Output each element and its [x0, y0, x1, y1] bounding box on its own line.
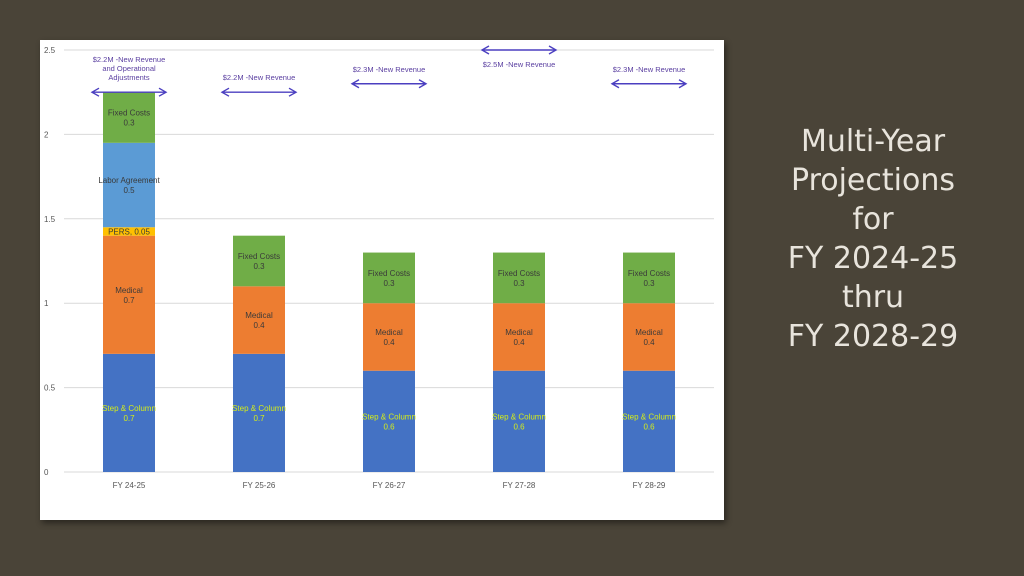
data-label: Labor Agreement 0.5	[98, 176, 160, 195]
arrow-head-left	[350, 79, 360, 89]
bar-segment	[363, 370, 415, 472]
x-tick-label: FY 27-28	[503, 481, 536, 490]
data-label: Fixed Costs 0.3	[108, 109, 150, 128]
arrow-head-right	[548, 45, 558, 55]
data-label: PERS, 0.05	[108, 227, 150, 236]
y-tick-label: 2.5	[44, 46, 56, 55]
data-label: Fixed Costs 0.3	[498, 269, 540, 288]
bar-segment	[103, 92, 155, 143]
bar-segment	[363, 303, 415, 371]
arrow-head-right	[418, 79, 428, 89]
revenue-annotation: $2.5M -New Revenue	[477, 45, 561, 69]
data-label: Medical 0.7	[115, 286, 143, 305]
annotations: $2.2M -New Revenue and Operational Adjustm…	[87, 45, 691, 97]
data-label: Medical 0.4	[635, 328, 663, 347]
annotation-label: $2.2M -New Revenue and Operational Adjustm…	[93, 55, 166, 82]
y-tick-label: 2	[44, 130, 49, 139]
annotation-label: $2.2M -New Revenue	[223, 73, 296, 82]
bar-segment	[233, 286, 285, 354]
x-tick-label: FY 25-26	[243, 481, 276, 490]
bar-segment	[493, 303, 545, 371]
bar-segment	[623, 252, 675, 304]
annotation-label: $2.5M -New Revenue	[483, 60, 556, 69]
title-line: FY 2028-29	[787, 319, 959, 354]
arrow-head-right	[678, 79, 688, 89]
slide-title: Multi-Year Projections for FY 2024-25 th…	[760, 122, 986, 356]
arrow-head-left	[220, 87, 230, 97]
bar-segment	[493, 252, 545, 304]
bar-segment	[103, 142, 155, 228]
x-tick-label: FY 24-25	[113, 481, 146, 490]
data-label: Step & Column 0.6	[492, 412, 546, 431]
data-label: Step & Column 0.6	[622, 412, 676, 431]
title-line: FY 2024-25	[787, 241, 959, 276]
bar-segment	[233, 353, 285, 472]
x-tick-label: FY 26-27	[373, 481, 406, 490]
stacked-bar-chart: Step & Column 0.7 Step & Column 0.7 Step & C…	[44, 45, 714, 490]
arrow-head-right	[288, 87, 298, 97]
bar-segment	[493, 370, 545, 472]
data-label: Step & Column 0.7	[232, 404, 286, 423]
x-tick-label: FY 28-29	[633, 481, 666, 490]
revenue-annotation: $2.3M -New Revenue	[347, 65, 431, 89]
annotation-label: $2.3M -New Revenue	[353, 65, 426, 74]
data-label: Fixed Costs 0.3	[238, 252, 280, 271]
data-label: Step & Column 0.7	[102, 404, 156, 423]
arrow-head-left	[90, 87, 100, 97]
bar-segment	[623, 370, 675, 472]
bar-segment	[103, 235, 155, 354]
bar-segment	[103, 227, 155, 236]
arrow-head-left	[610, 79, 620, 89]
title-line: for	[852, 202, 894, 237]
y-tick-label: 1	[44, 299, 49, 308]
y-tick-label: 0	[44, 468, 49, 477]
data-label: Step & Column 0.6	[362, 412, 416, 431]
arrow-head-left	[480, 45, 490, 55]
bar-segment	[103, 353, 155, 472]
segment-labels: Step & Column 0.7 Step & Column 0.7 Step & C…	[98, 109, 676, 432]
data-label: Fixed Costs 0.3	[628, 269, 670, 288]
data-label: Medical 0.4	[245, 311, 273, 330]
y-tick-label: 0.5	[44, 384, 56, 393]
bars	[103, 92, 675, 472]
bar-segment	[623, 303, 675, 371]
revenue-annotation: $2.3M -New Revenue	[607, 65, 691, 89]
revenue-annotation: $2.2M -New Revenue and Operational Adjustm…	[87, 55, 171, 97]
revenue-annotation: $2.2M -New Revenue	[217, 73, 301, 97]
chart-panel: Step & Column 0.7 Step & Column 0.7 Step & C…	[40, 40, 724, 520]
arrow-head-right	[158, 87, 168, 97]
title-line: thru	[841, 280, 905, 315]
bar-segment	[363, 252, 415, 304]
title-line: Multi-Year	[800, 124, 946, 159]
bar-segment	[233, 235, 285, 287]
annotation-label: $2.3M -New Revenue	[613, 65, 686, 74]
y-tick-label: 1.5	[44, 215, 56, 224]
data-label: Fixed Costs 0.3	[368, 269, 410, 288]
axes: 0 0.5 1 1.5 2 2.5 FY 24-25 FY 25-26 FY 26-27 FY 2…	[44, 46, 666, 490]
data-label: Medical 0.4	[505, 328, 533, 347]
data-label: Medical 0.4	[375, 328, 403, 347]
title-line: Projections	[791, 163, 955, 198]
